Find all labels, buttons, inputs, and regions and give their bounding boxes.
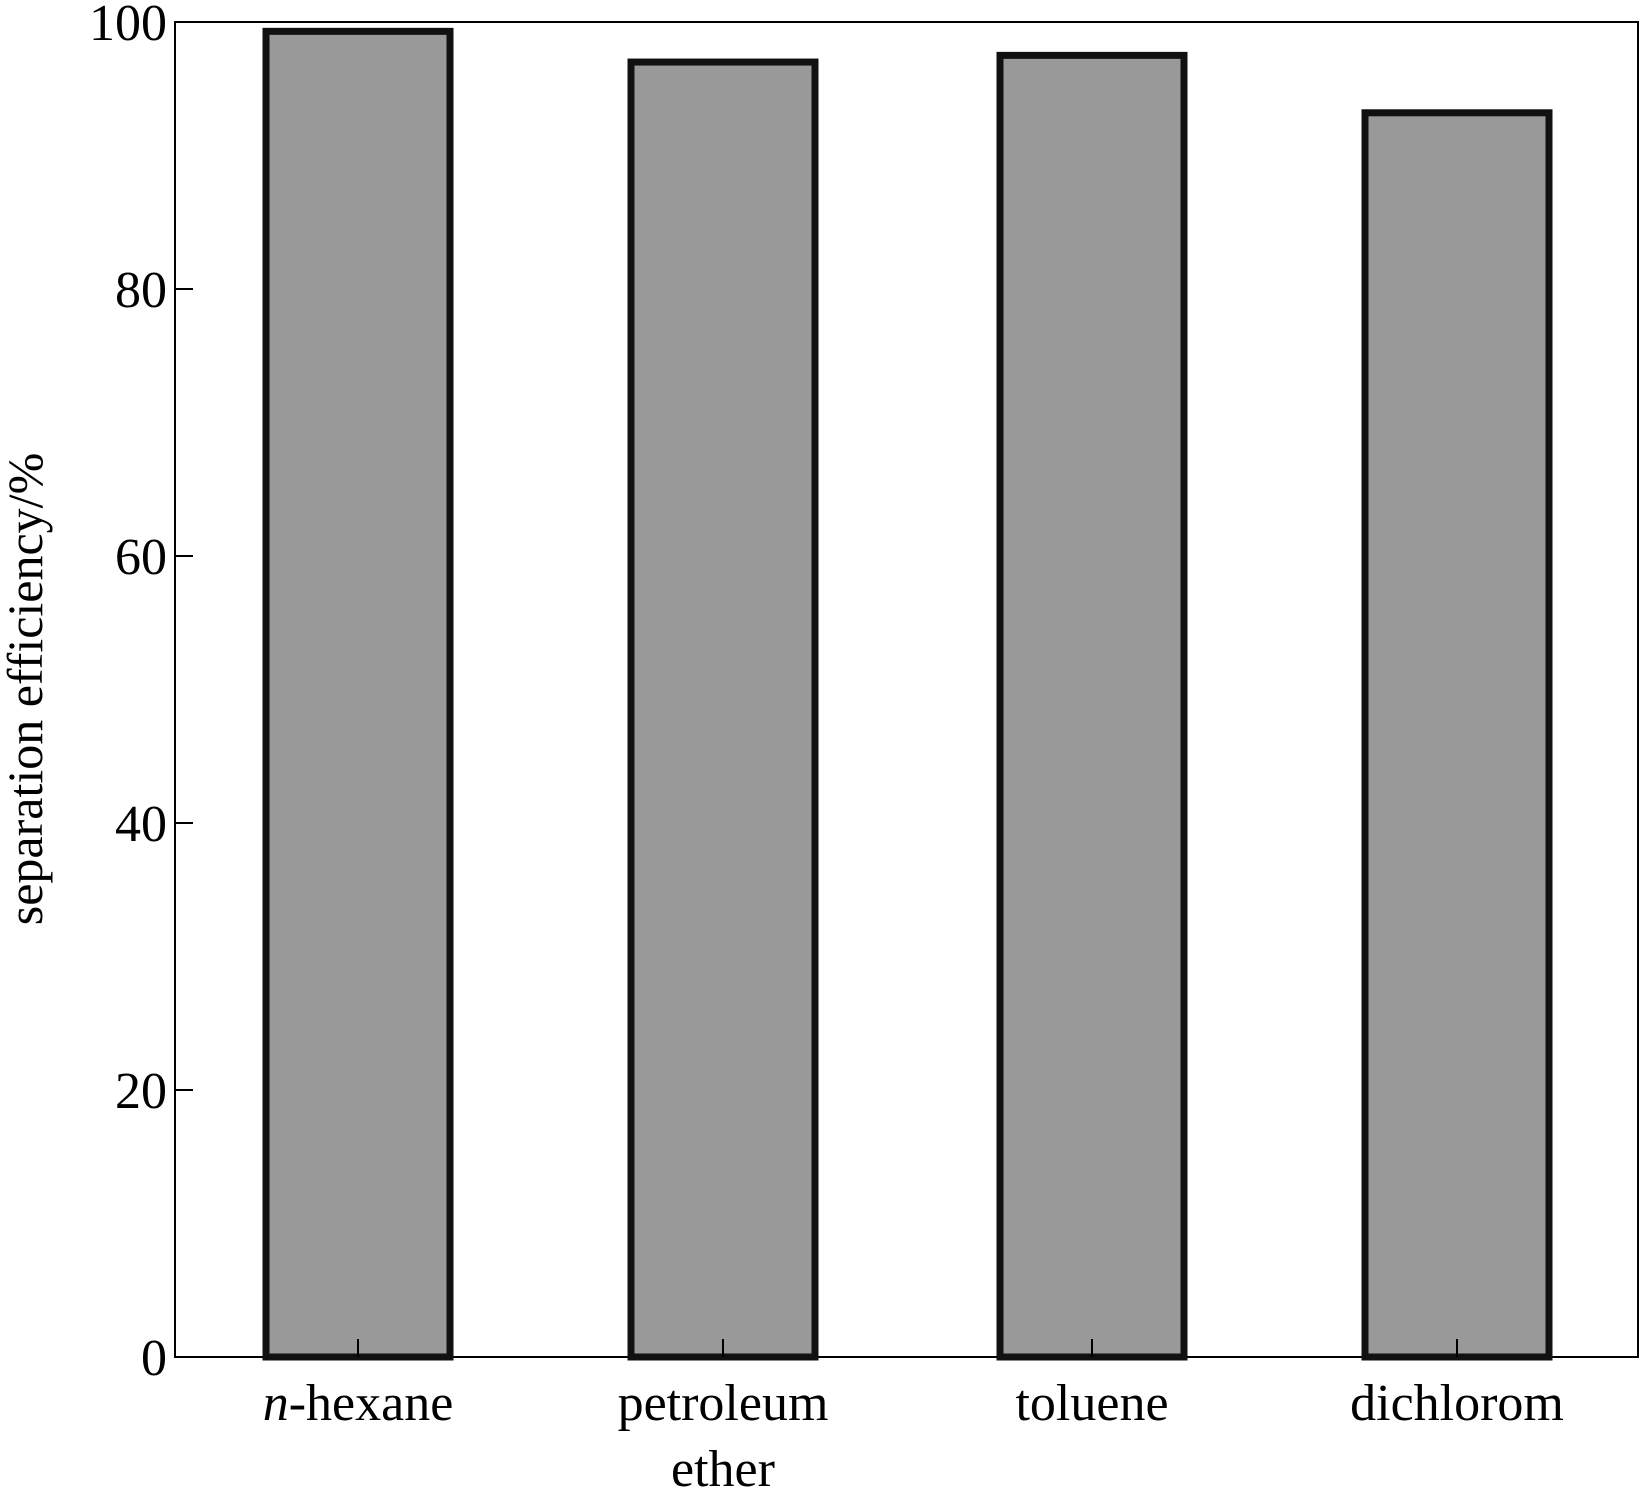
y-tick-label: 80 [115, 262, 167, 319]
plot-frame [174, 21, 1639, 1358]
x-tick-label: toluene [1015, 1375, 1168, 1432]
bar-2 [627, 58, 819, 1361]
y-tick-label: 0 [141, 1330, 167, 1387]
y-tick-label: 40 [115, 796, 167, 853]
bar-3 [996, 51, 1188, 1361]
x-axis-ticks: n-hexane petroleum ether toluene dichlorom [263, 1339, 1564, 1498]
y-axis-ticks: 0 20 40 60 80 100 [89, 0, 193, 1387]
x-tick-label: petroleum ether [618, 1375, 829, 1498]
x-tick-label: dichlorom [1350, 1375, 1564, 1432]
y-tick-label: 100 [89, 0, 167, 52]
bars-group [262, 27, 1553, 1361]
y-tick-label: 60 [115, 529, 167, 586]
x-tick-label: n-hexane [263, 1375, 454, 1432]
y-axis-label: separation efficiency/% [0, 453, 53, 925]
bar-1 [262, 27, 454, 1361]
bar-4 [1361, 109, 1553, 1361]
y-tick-label: 20 [115, 1063, 167, 1120]
